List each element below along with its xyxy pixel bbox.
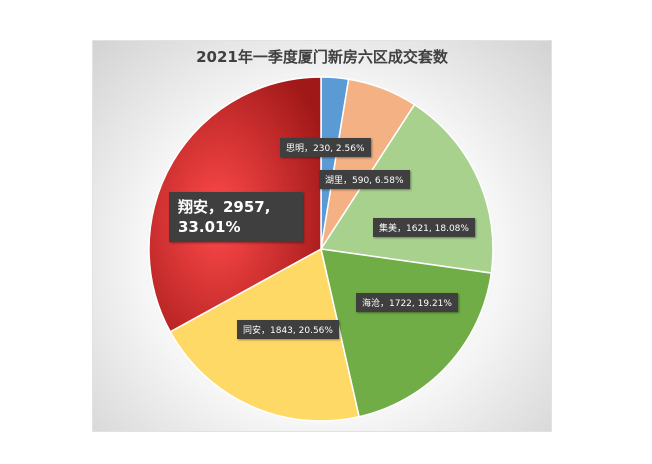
data-label-xiangan: 翔安，2957, 33.01% (169, 192, 303, 242)
pie-slice-haicang (320, 248, 493, 418)
pie-chart (148, 76, 494, 422)
data-label-tongan: 同安，1843, 20.56% (237, 320, 339, 339)
data-label-huli: 湖里，590, 6.58% (319, 170, 410, 189)
chart-title: 2021年一季度厦门新房六区成交套数 (196, 48, 448, 66)
data-label-jimei: 集美，1621, 18.08% (373, 218, 475, 237)
data-label-siming: 思明，230, 2.56% (280, 138, 371, 157)
chart-panel: 2021年一季度厦门新房六区成交套数 思明，230, 2.56% 湖里，590,… (92, 40, 552, 432)
data-label-haicang: 海沧，1722, 19.21% (356, 293, 458, 312)
